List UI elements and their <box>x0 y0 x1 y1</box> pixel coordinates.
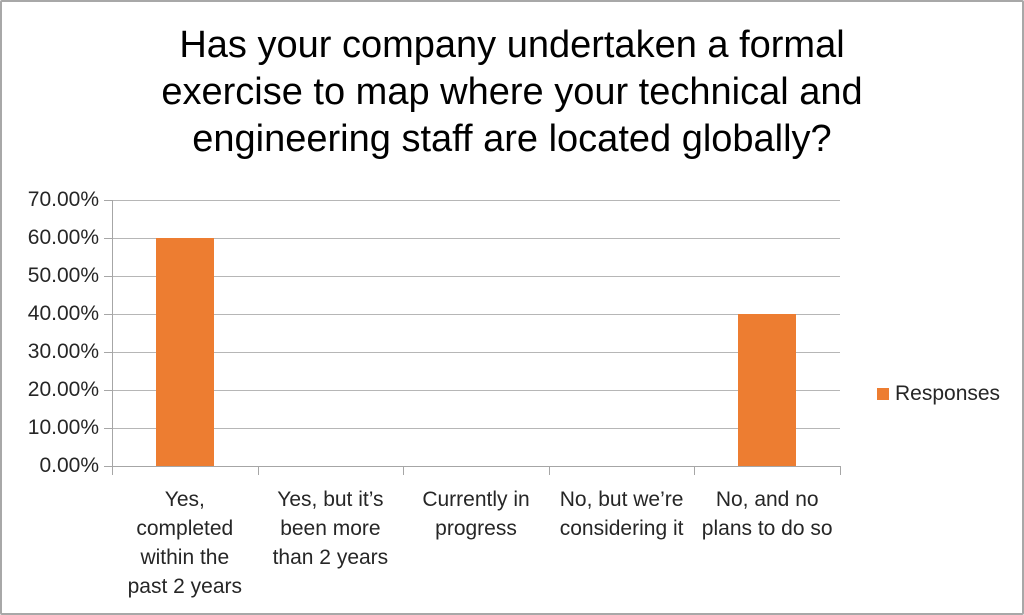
y-axis-label: 30.00% <box>27 340 99 363</box>
chart-title: Has your company undertaken a formal exe… <box>161 24 863 160</box>
x-axis-tick <box>694 466 696 475</box>
y-axis-tick <box>104 200 113 201</box>
y-axis-tick <box>104 276 113 277</box>
y-axis-tick <box>104 238 113 239</box>
legend-label: Responses <box>895 382 1001 405</box>
y-axis-tick <box>104 428 113 429</box>
legend[interactable]: Responses <box>877 382 1000 406</box>
y-axis-tick <box>104 390 113 391</box>
gridline <box>112 276 840 277</box>
gridline <box>112 352 840 353</box>
category-label: No, and no plans to do so <box>701 488 833 540</box>
legend-swatch-icon <box>877 388 889 400</box>
gridline <box>112 238 840 239</box>
category-label: Currently in progress <box>422 488 530 540</box>
gridline <box>112 428 840 429</box>
gridline <box>112 390 840 391</box>
y-axis-label: 20.00% <box>27 378 99 401</box>
x-axis-line <box>112 466 841 467</box>
x-axis-tick <box>403 466 405 475</box>
x-axis-tick <box>548 466 550 475</box>
x-axis-tick <box>257 466 259 475</box>
y-axis-label: 10.00% <box>27 416 99 439</box>
y-axis-label: 0.00% <box>39 454 99 477</box>
category-label: Yes, completed within the past 2 years <box>127 488 242 598</box>
y-axis-label: 40.00% <box>27 302 99 325</box>
bar[interactable] <box>155 238 214 466</box>
y-axis-tick <box>104 352 113 353</box>
y-axis-tick <box>104 314 113 315</box>
y-axis-label: 60.00% <box>27 226 99 249</box>
y-axis-label: 70.00% <box>27 188 99 211</box>
gridline <box>112 314 840 315</box>
x-axis-tick <box>840 466 841 475</box>
x-axis-tick <box>112 466 113 475</box>
category-label: Yes, but it’s been more than 2 years <box>272 488 389 569</box>
y-axis-label: 50.00% <box>27 264 99 287</box>
bar[interactable] <box>738 314 797 466</box>
y-axis-tick <box>104 466 113 467</box>
y-axis-line <box>112 200 113 474</box>
category-label: No, but we’re considering it <box>559 488 684 540</box>
gridline <box>112 200 840 201</box>
